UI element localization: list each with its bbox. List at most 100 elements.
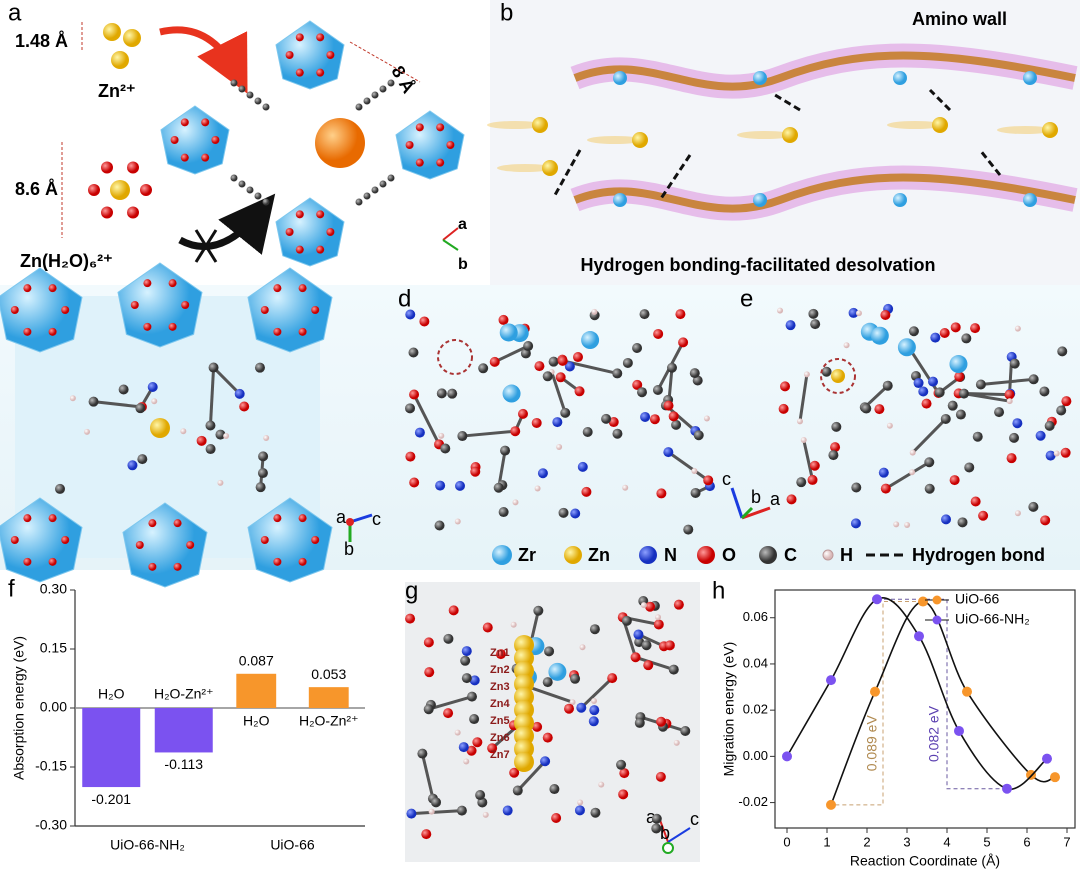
point (1002, 783, 1012, 794)
atom (379, 180, 387, 188)
atom (1040, 515, 1051, 526)
atom (634, 717, 645, 728)
atom (517, 408, 528, 419)
y-tick-label: 0.00 (743, 748, 768, 763)
zn-ball (150, 418, 170, 438)
atom (570, 508, 581, 519)
bar-label: H₂O-Zn²⁺ (299, 713, 359, 729)
atom (273, 514, 282, 523)
axis-label: a (336, 507, 347, 527)
annotation: 0.089 eV (864, 715, 880, 772)
atom (970, 496, 981, 507)
x-tick-label: 0 (783, 834, 790, 849)
atom (893, 71, 907, 85)
zr-cluster (0, 497, 83, 583)
atom (196, 435, 207, 446)
atom (664, 640, 675, 651)
axis-label: b (344, 539, 354, 559)
atom (589, 624, 600, 635)
atom (940, 413, 951, 424)
zr-cluster (0, 267, 83, 353)
guide-line (831, 601, 923, 806)
atom (673, 599, 684, 610)
atom (1035, 430, 1046, 441)
bond (580, 677, 614, 709)
atom (573, 352, 584, 363)
point (870, 686, 880, 697)
atom (510, 621, 517, 628)
zn-site-label: Zn6 (490, 732, 510, 744)
atom (502, 384, 521, 403)
water (101, 161, 113, 174)
zr-cluster (122, 502, 208, 588)
atom (168, 279, 177, 288)
atom (950, 322, 961, 333)
atom (316, 245, 325, 254)
atom (978, 510, 989, 521)
atom (406, 808, 417, 819)
atom (482, 622, 493, 633)
atom (882, 380, 893, 391)
atom (632, 342, 643, 353)
molecule (405, 308, 715, 535)
atom (424, 667, 435, 678)
atom (489, 356, 500, 367)
atom (564, 361, 575, 372)
atom (616, 759, 627, 770)
atom (534, 361, 545, 372)
atom (581, 331, 600, 350)
legend-label: UiO-66 (955, 591, 1000, 607)
bar (308, 687, 349, 708)
atom (48, 514, 57, 523)
atom (549, 784, 560, 795)
atom (487, 743, 498, 754)
atom (170, 136, 179, 144)
atom (500, 445, 511, 456)
atom (533, 605, 544, 616)
atom (143, 279, 152, 288)
atom (469, 675, 480, 686)
atom (255, 482, 266, 493)
zn-ball (782, 127, 798, 143)
hydrated-ion: Zn(H₂O)₆²⁺ (20, 251, 113, 271)
zr-cluster (395, 110, 465, 180)
atom (542, 677, 553, 688)
zn-ball (831, 369, 845, 383)
value-label: -0.113 (164, 756, 203, 772)
atom (180, 153, 189, 162)
atom (574, 805, 585, 816)
atom (668, 664, 679, 675)
atom (581, 486, 592, 497)
atom (537, 468, 548, 479)
legend-label: O (722, 545, 736, 565)
y-tick-label: -0.02 (738, 794, 768, 809)
atom (641, 640, 652, 651)
atom (211, 136, 220, 144)
atom (502, 805, 513, 816)
atom (48, 284, 57, 293)
group-label: UiO-66-NH₂ (110, 837, 185, 853)
atom (239, 401, 250, 412)
atom (475, 790, 486, 801)
zn-site-label: Zn3 (490, 681, 510, 693)
atom (653, 619, 664, 630)
atom (577, 461, 588, 472)
atom (828, 450, 839, 461)
legend-swatch (932, 595, 942, 605)
atom (326, 228, 335, 236)
amino-wall (573, 173, 1076, 213)
atom (461, 673, 472, 684)
atom (498, 314, 509, 325)
atom (230, 79, 238, 87)
axis-arrow (659, 819, 669, 843)
bond (462, 429, 516, 438)
bar-label: H₂O (98, 686, 125, 702)
ion-ball (315, 118, 365, 168)
atom (560, 407, 571, 418)
bar-label: H₂O (243, 713, 270, 729)
atom (608, 417, 619, 428)
atom (785, 320, 796, 331)
atom (457, 431, 468, 442)
water (127, 206, 139, 219)
atom (689, 368, 700, 379)
